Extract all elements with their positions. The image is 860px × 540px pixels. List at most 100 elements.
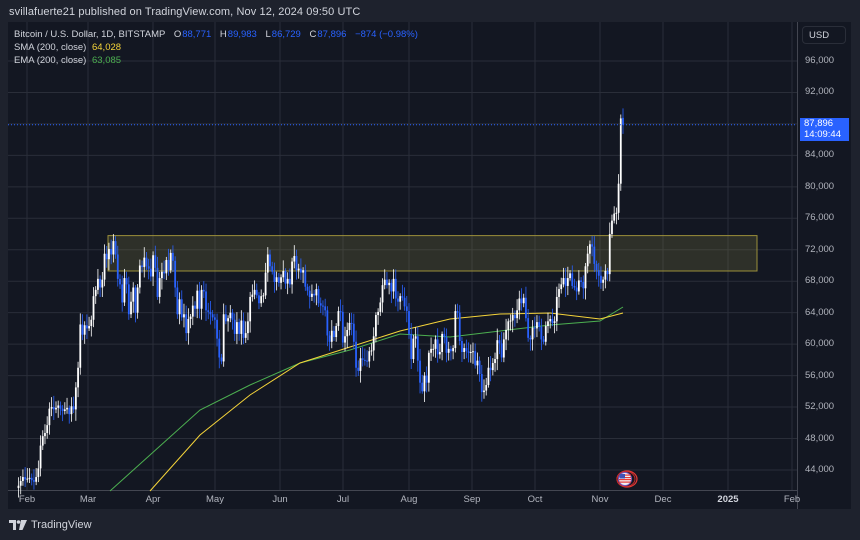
time-axis-label: Nov bbox=[591, 494, 609, 505]
candlestick-chart[interactable] bbox=[8, 22, 851, 509]
candle-down bbox=[81, 324, 84, 335]
candle-down bbox=[24, 477, 27, 480]
candle-down bbox=[421, 382, 424, 392]
candle-up bbox=[165, 259, 168, 274]
high-value: 89,983 bbox=[227, 29, 257, 40]
candle-down bbox=[520, 298, 523, 304]
candle-up bbox=[388, 282, 391, 286]
symbol-title: Bitcoin / U.S. Dollar, 1D, BITSTAMP bbox=[14, 29, 166, 40]
sma-legend-row[interactable]: SMA (200, close) 64,028 bbox=[14, 41, 418, 54]
candle-up bbox=[619, 118, 622, 184]
candle-down bbox=[99, 278, 102, 288]
candle-down bbox=[401, 296, 404, 298]
candle-down bbox=[174, 260, 177, 288]
candle-down bbox=[319, 303, 322, 306]
candle-down bbox=[59, 405, 62, 409]
candle-up bbox=[92, 296, 95, 320]
candle-down bbox=[145, 257, 148, 267]
candle-up bbox=[502, 339, 505, 358]
candle-down bbox=[180, 299, 183, 318]
candle-down bbox=[242, 320, 245, 338]
candle-down bbox=[277, 277, 280, 283]
currency-button[interactable]: USD bbox=[802, 26, 846, 44]
candle-up bbox=[101, 279, 104, 288]
candle-up bbox=[441, 333, 443, 353]
candle-down bbox=[85, 325, 88, 329]
us-economic-event-icon[interactable] bbox=[614, 470, 638, 493]
candle-down bbox=[61, 408, 64, 411]
time-axis-label: 2025 bbox=[717, 494, 739, 505]
candle-up bbox=[476, 360, 479, 366]
candle-up bbox=[229, 312, 232, 319]
candle-down bbox=[52, 407, 55, 410]
candle-up bbox=[346, 329, 349, 337]
chart-legend: Bitcoin / U.S. Dollar, 1D, BITSTAMP O88,… bbox=[14, 28, 418, 67]
candle-up bbox=[152, 255, 154, 277]
candle-down bbox=[410, 333, 413, 360]
candle-up bbox=[516, 310, 519, 319]
candle-up bbox=[427, 352, 430, 383]
candle-up bbox=[472, 351, 474, 353]
candle-down bbox=[571, 273, 574, 286]
candle-down bbox=[33, 480, 35, 482]
candle-up bbox=[577, 280, 580, 292]
time-axis-label: Apr bbox=[145, 494, 161, 505]
candle-up bbox=[368, 351, 371, 362]
candle-down bbox=[269, 254, 271, 267]
candle-down bbox=[350, 322, 353, 324]
candle-up bbox=[536, 322, 538, 329]
brand-name: TradingView bbox=[31, 519, 92, 531]
candle-down bbox=[220, 357, 223, 362]
candle-down bbox=[224, 314, 227, 322]
candle-up bbox=[183, 314, 185, 318]
candle-down bbox=[231, 312, 234, 320]
candle-up bbox=[293, 256, 296, 262]
tradingview-logo[interactable]: TradingView bbox=[9, 519, 92, 531]
candle-up bbox=[48, 408, 51, 426]
candle-up bbox=[608, 234, 611, 275]
candle-down bbox=[306, 286, 309, 291]
candle-up bbox=[377, 311, 380, 316]
symbol-legend-row[interactable]: Bitcoin / U.S. Dollar, 1D, BITSTAMP O88,… bbox=[14, 28, 418, 41]
ema-legend-row[interactable]: EMA (200, close) 63,085 bbox=[14, 54, 418, 67]
candle-up bbox=[191, 305, 194, 317]
candle-up bbox=[249, 296, 252, 322]
candle-down bbox=[436, 339, 439, 355]
candle-down bbox=[68, 407, 71, 415]
price-axis-label: 64,000 bbox=[805, 306, 835, 318]
candle-up bbox=[57, 405, 60, 408]
bar-countdown: 14:09:44 bbox=[804, 128, 841, 140]
candle-up bbox=[161, 271, 163, 279]
candle-down bbox=[622, 117, 624, 125]
candle-up bbox=[200, 289, 203, 309]
candle-down bbox=[341, 311, 344, 343]
high-label: H bbox=[219, 29, 227, 40]
candle-down bbox=[425, 375, 428, 383]
candle-down bbox=[273, 271, 276, 283]
candle-up bbox=[286, 278, 289, 284]
candle-down bbox=[529, 337, 532, 340]
candle-up bbox=[35, 477, 38, 482]
last-price-value: 87,896 bbox=[804, 118, 834, 129]
candle-up bbox=[566, 278, 569, 286]
candle-down bbox=[30, 477, 33, 481]
candle-down bbox=[366, 360, 368, 362]
candle-up bbox=[50, 407, 53, 409]
candle-up bbox=[335, 326, 338, 338]
candle-down bbox=[198, 290, 201, 309]
candle-up bbox=[494, 359, 496, 364]
time-axis-label: May bbox=[206, 494, 224, 505]
candle-down bbox=[116, 254, 119, 279]
candle-down bbox=[284, 270, 287, 284]
candle-up bbox=[487, 367, 490, 386]
candle-down bbox=[542, 339, 545, 342]
candle-down bbox=[125, 278, 128, 285]
candle-up bbox=[251, 294, 254, 297]
candle-down bbox=[295, 256, 298, 271]
candle-up bbox=[381, 285, 384, 303]
candle-down bbox=[105, 253, 108, 260]
candle-down bbox=[324, 306, 327, 311]
candle-up bbox=[262, 295, 265, 297]
chart-pane[interactable] bbox=[8, 22, 851, 509]
candle-down bbox=[149, 268, 152, 277]
